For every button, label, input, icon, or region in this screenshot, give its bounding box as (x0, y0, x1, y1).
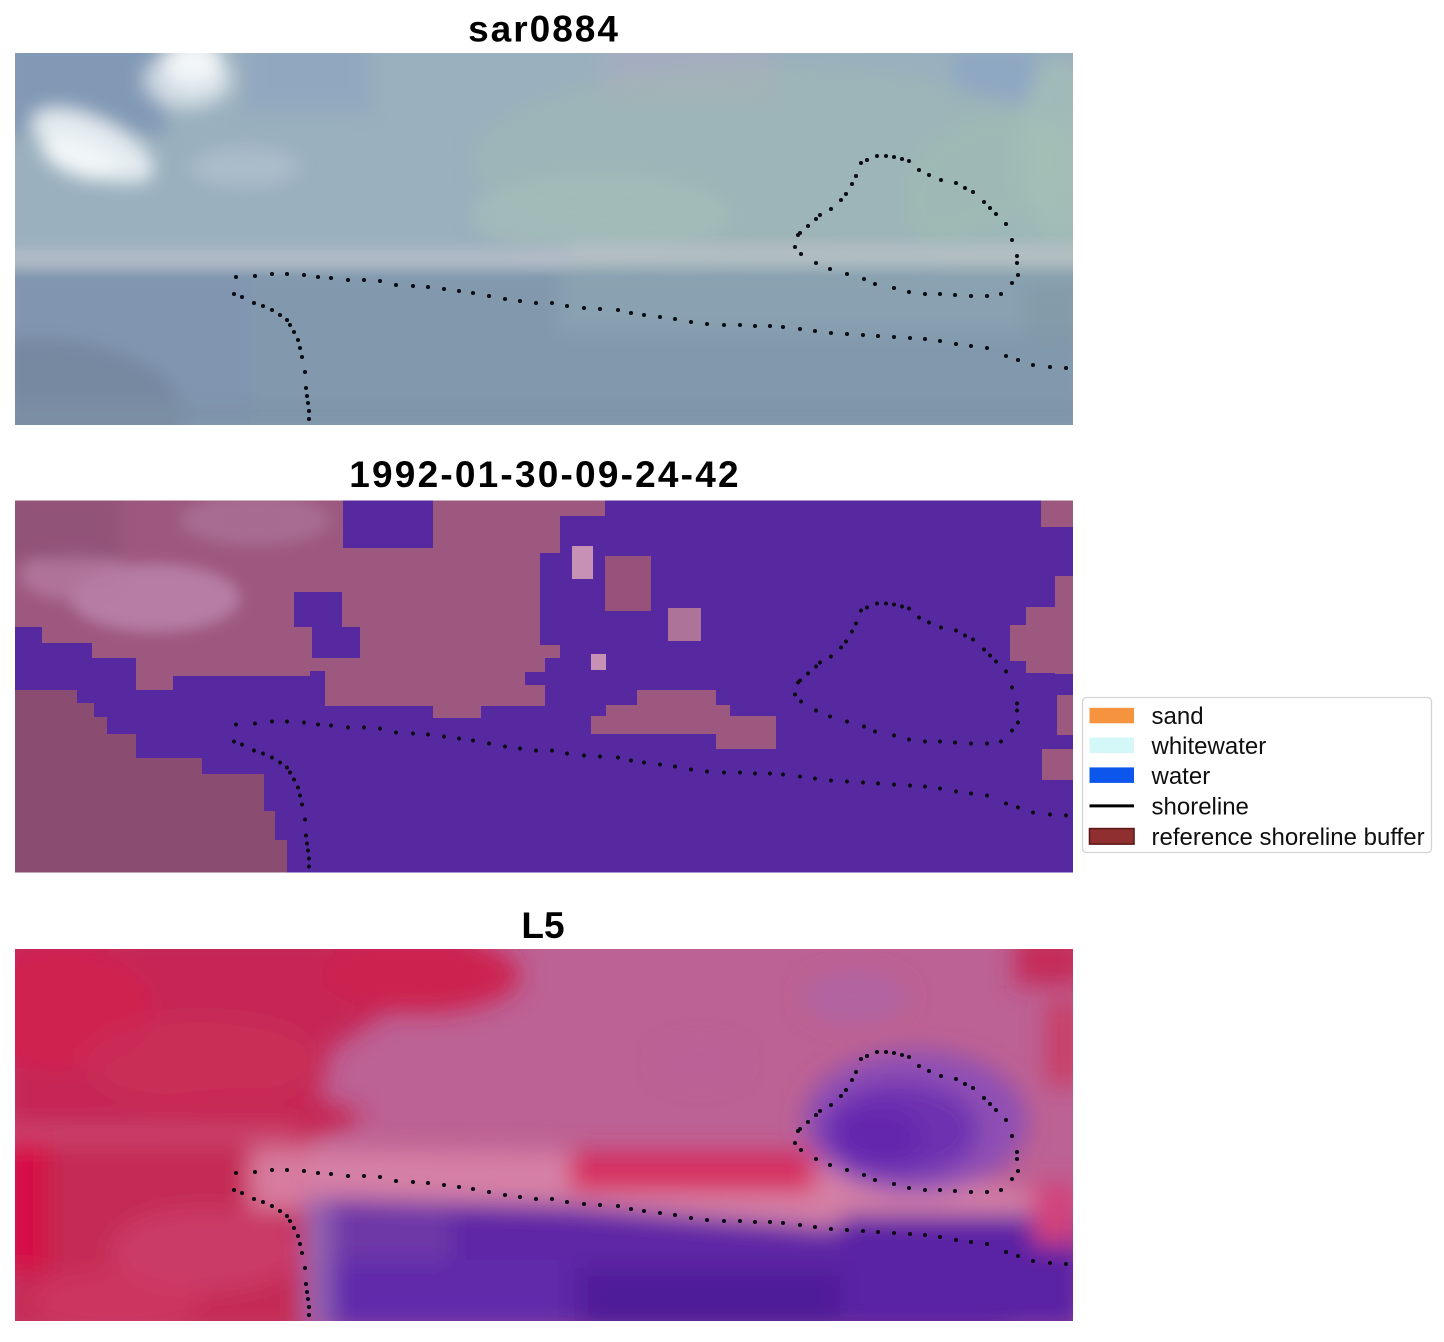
svg-text:sand: sand (1152, 703, 1204, 730)
svg-text:whitewater: whitewater (1151, 733, 1267, 760)
svg-text:water: water (1151, 763, 1211, 790)
svg-text:reference shoreline buffer: reference shoreline buffer (1152, 824, 1425, 851)
svg-text:L5: L5 (521, 905, 564, 946)
svg-text:shoreline: shoreline (1152, 794, 1249, 821)
svg-text:sar0884: sar0884 (468, 9, 620, 50)
svg-text:1992-01-30-09-24-42: 1992-01-30-09-24-42 (349, 454, 741, 495)
